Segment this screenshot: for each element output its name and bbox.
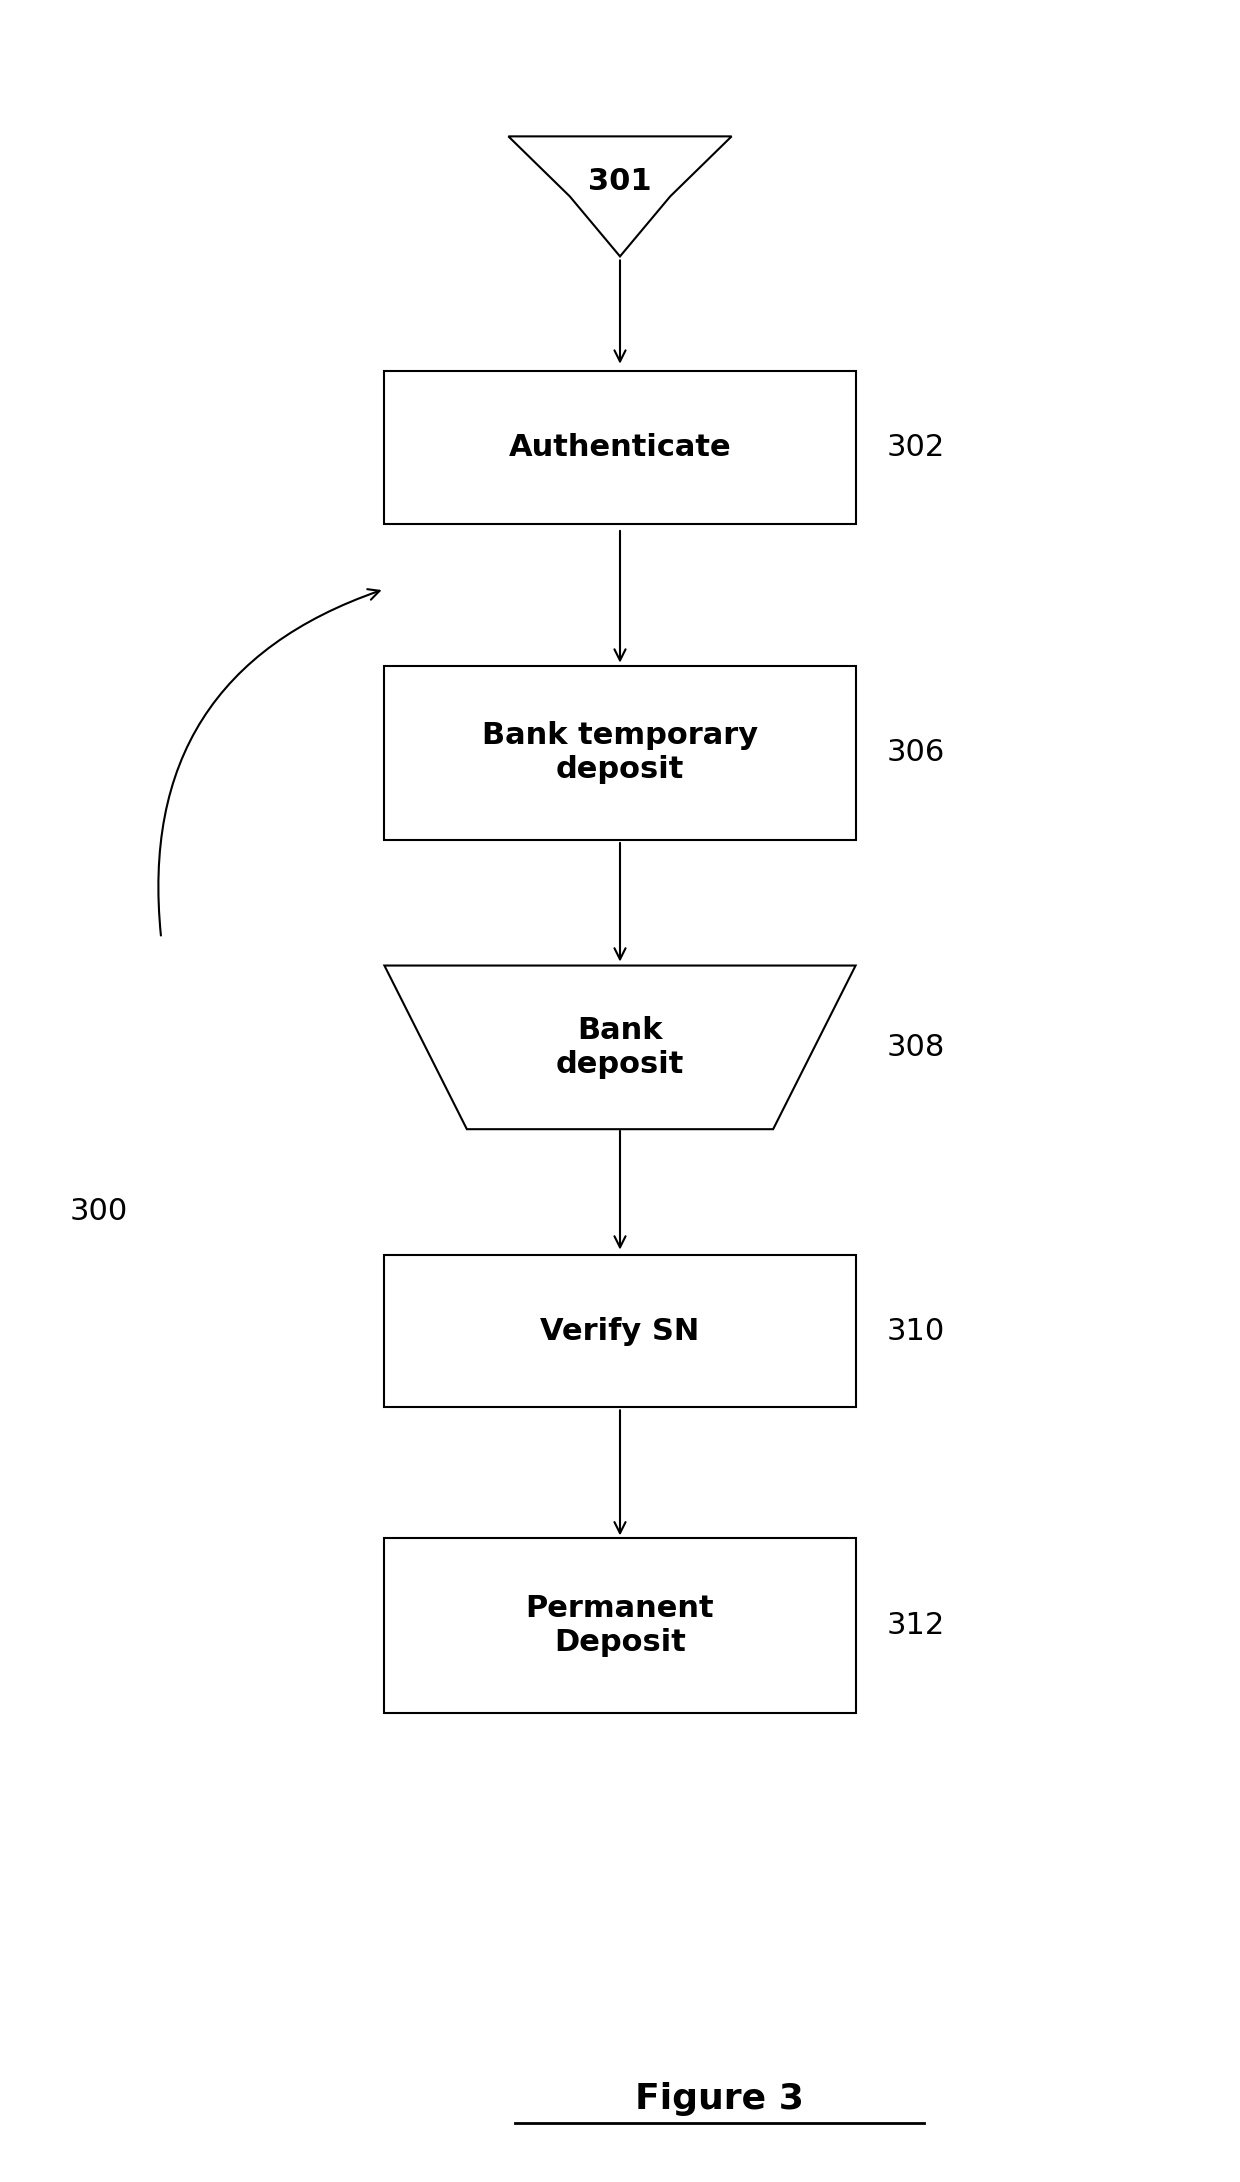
FancyArrowPatch shape xyxy=(159,589,379,936)
Text: Bank temporary
deposit: Bank temporary deposit xyxy=(482,722,758,783)
Text: Figure 3: Figure 3 xyxy=(635,2082,804,2117)
Text: Verify SN: Verify SN xyxy=(541,1316,699,1346)
Text: 308: 308 xyxy=(887,1032,945,1063)
Text: 306: 306 xyxy=(887,738,945,768)
Text: 310: 310 xyxy=(887,1316,945,1346)
Text: Bank
deposit: Bank deposit xyxy=(556,1017,684,1078)
Text: 302: 302 xyxy=(887,432,945,463)
Text: 300: 300 xyxy=(71,1196,128,1226)
Text: Authenticate: Authenticate xyxy=(508,432,732,463)
Text: Permanent
Deposit: Permanent Deposit xyxy=(526,1595,714,1656)
Text: 312: 312 xyxy=(887,1610,945,1641)
Text: 301: 301 xyxy=(588,168,652,196)
